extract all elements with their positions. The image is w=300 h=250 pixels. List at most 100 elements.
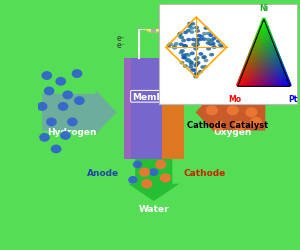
Circle shape: [263, 45, 267, 48]
Circle shape: [270, 76, 274, 79]
Circle shape: [259, 42, 263, 45]
Circle shape: [248, 62, 252, 64]
Circle shape: [263, 83, 267, 86]
Circle shape: [224, 67, 236, 77]
Circle shape: [253, 68, 257, 71]
Circle shape: [242, 80, 246, 83]
Circle shape: [267, 78, 271, 80]
Circle shape: [264, 28, 268, 31]
Circle shape: [258, 29, 262, 32]
Circle shape: [272, 79, 276, 82]
Circle shape: [242, 84, 247, 87]
Circle shape: [262, 41, 266, 44]
Circle shape: [257, 47, 261, 50]
Circle shape: [278, 84, 282, 87]
Circle shape: [271, 74, 275, 76]
Circle shape: [262, 57, 266, 60]
Circle shape: [262, 26, 266, 30]
Circle shape: [262, 25, 266, 28]
Circle shape: [252, 55, 256, 58]
Circle shape: [242, 84, 245, 87]
Circle shape: [244, 70, 248, 72]
Circle shape: [208, 40, 213, 44]
Circle shape: [277, 60, 281, 63]
Circle shape: [276, 60, 280, 63]
Circle shape: [256, 64, 261, 67]
Circle shape: [201, 56, 206, 60]
Circle shape: [283, 78, 287, 80]
Circle shape: [259, 80, 263, 83]
Circle shape: [249, 60, 253, 63]
Circle shape: [268, 52, 272, 55]
Circle shape: [258, 74, 262, 76]
Circle shape: [267, 75, 271, 78]
Circle shape: [268, 47, 272, 50]
Circle shape: [276, 79, 280, 82]
Circle shape: [266, 62, 270, 64]
Circle shape: [218, 44, 223, 48]
Circle shape: [277, 57, 281, 60]
Circle shape: [263, 84, 268, 87]
Circle shape: [273, 51, 278, 54]
Circle shape: [274, 70, 278, 72]
Circle shape: [247, 67, 251, 70]
Circle shape: [249, 75, 254, 78]
Circle shape: [272, 64, 276, 67]
Circle shape: [252, 68, 256, 71]
Circle shape: [256, 63, 260, 66]
Circle shape: [278, 68, 282, 71]
Circle shape: [260, 72, 264, 75]
Circle shape: [249, 74, 253, 76]
Circle shape: [275, 82, 279, 84]
Circle shape: [257, 74, 261, 76]
Circle shape: [260, 53, 264, 56]
Circle shape: [259, 72, 263, 75]
Circle shape: [254, 78, 259, 80]
Circle shape: [268, 49, 273, 52]
Circle shape: [256, 68, 260, 71]
Circle shape: [249, 63, 253, 66]
Circle shape: [262, 37, 266, 40]
Circle shape: [265, 78, 269, 80]
Circle shape: [266, 40, 270, 43]
Circle shape: [259, 74, 263, 76]
Circle shape: [239, 80, 243, 83]
Circle shape: [258, 64, 262, 67]
Circle shape: [239, 84, 243, 87]
Circle shape: [267, 48, 271, 51]
Circle shape: [255, 55, 259, 58]
Circle shape: [259, 63, 263, 66]
Circle shape: [282, 78, 286, 80]
Circle shape: [276, 84, 280, 87]
Circle shape: [249, 83, 254, 86]
Circle shape: [270, 74, 274, 76]
Circle shape: [256, 33, 260, 36]
Circle shape: [247, 63, 251, 66]
Circle shape: [261, 56, 265, 59]
Circle shape: [246, 63, 250, 66]
Circle shape: [255, 69, 267, 79]
Circle shape: [261, 20, 266, 23]
Circle shape: [274, 75, 278, 78]
Circle shape: [265, 32, 269, 35]
Text: Cathode: Cathode: [184, 168, 226, 177]
Circle shape: [271, 76, 275, 79]
Circle shape: [247, 62, 251, 64]
Circle shape: [257, 66, 261, 68]
Circle shape: [261, 84, 266, 87]
Circle shape: [271, 70, 275, 72]
Circle shape: [277, 80, 280, 83]
Circle shape: [256, 70, 261, 72]
Circle shape: [258, 71, 262, 74]
Circle shape: [263, 24, 267, 27]
Circle shape: [275, 57, 279, 60]
Circle shape: [251, 80, 256, 83]
Circle shape: [271, 59, 275, 62]
Circle shape: [264, 82, 268, 84]
Circle shape: [277, 76, 281, 79]
Circle shape: [273, 82, 277, 84]
Circle shape: [264, 24, 268, 27]
Circle shape: [264, 37, 268, 40]
Circle shape: [273, 60, 277, 63]
Circle shape: [258, 76, 262, 79]
